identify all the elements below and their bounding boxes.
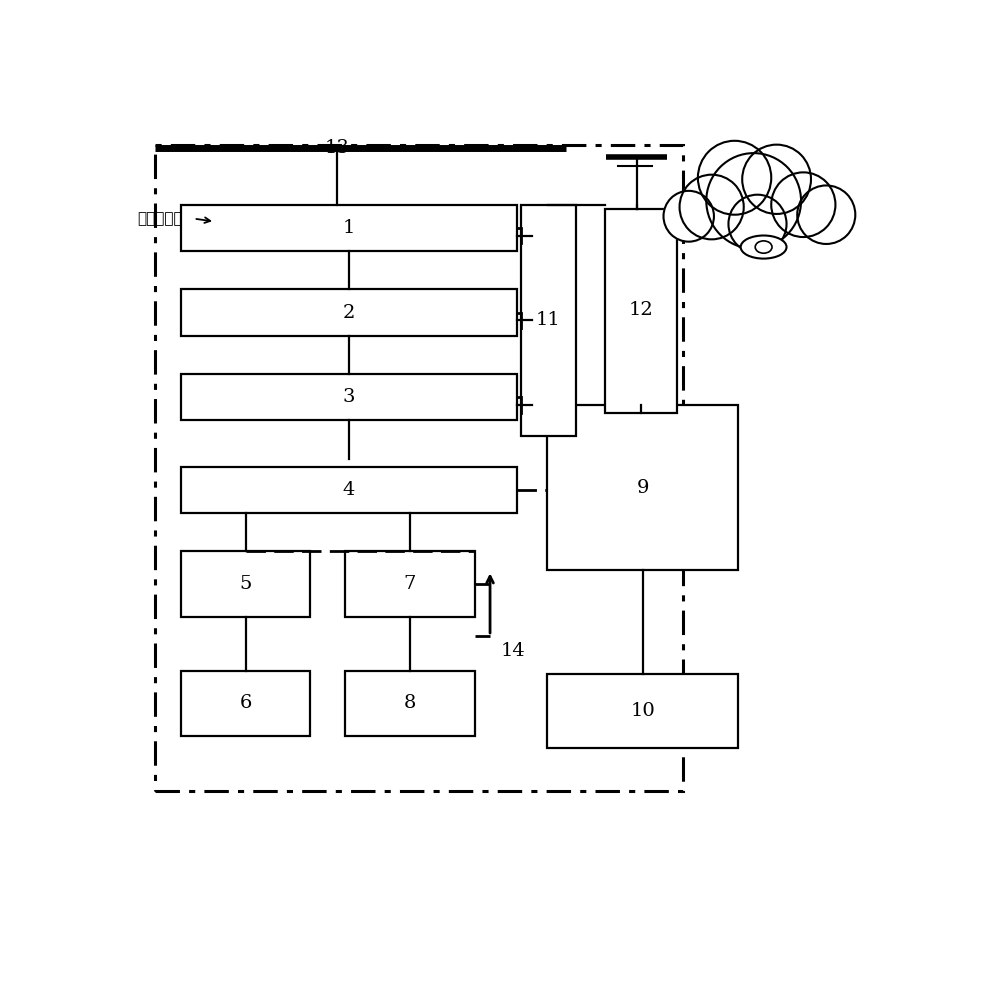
Text: 7: 7 [403, 575, 416, 593]
Bar [180, 289, 517, 336]
Bar [345, 671, 474, 736]
Circle shape [679, 175, 743, 239]
Ellipse shape [755, 241, 772, 253]
Bar [180, 374, 517, 420]
Circle shape [729, 195, 787, 253]
Bar [180, 671, 311, 736]
Ellipse shape [740, 236, 787, 259]
Text: 15: 15 [743, 173, 768, 191]
Text: 8: 8 [403, 694, 416, 712]
Text: 4: 4 [342, 481, 355, 499]
Text: 14: 14 [501, 642, 526, 660]
Bar [547, 674, 739, 748]
Circle shape [771, 172, 835, 237]
Bar [180, 466, 517, 513]
Bar [180, 551, 311, 617]
Bar [180, 205, 517, 251]
Text: 3: 3 [342, 388, 355, 406]
Bar [604, 209, 677, 413]
Text: 6: 6 [240, 694, 251, 712]
Bar [345, 551, 474, 617]
Text: 1: 1 [342, 219, 355, 237]
Text: 2: 2 [342, 304, 355, 322]
Circle shape [698, 141, 771, 215]
Text: 13: 13 [324, 139, 350, 157]
Text: 9: 9 [637, 479, 649, 497]
Circle shape [706, 153, 801, 249]
Text: 10: 10 [630, 702, 656, 720]
Circle shape [798, 185, 855, 244]
Text: 5: 5 [240, 575, 251, 593]
Bar [547, 405, 739, 570]
Bar [156, 145, 682, 791]
Text: 12: 12 [628, 301, 653, 319]
Text: 11: 11 [535, 311, 560, 329]
Circle shape [664, 191, 714, 242]
Text: 端接控制器: 端接控制器 [137, 211, 182, 226]
Circle shape [742, 145, 810, 214]
Bar [521, 205, 576, 436]
